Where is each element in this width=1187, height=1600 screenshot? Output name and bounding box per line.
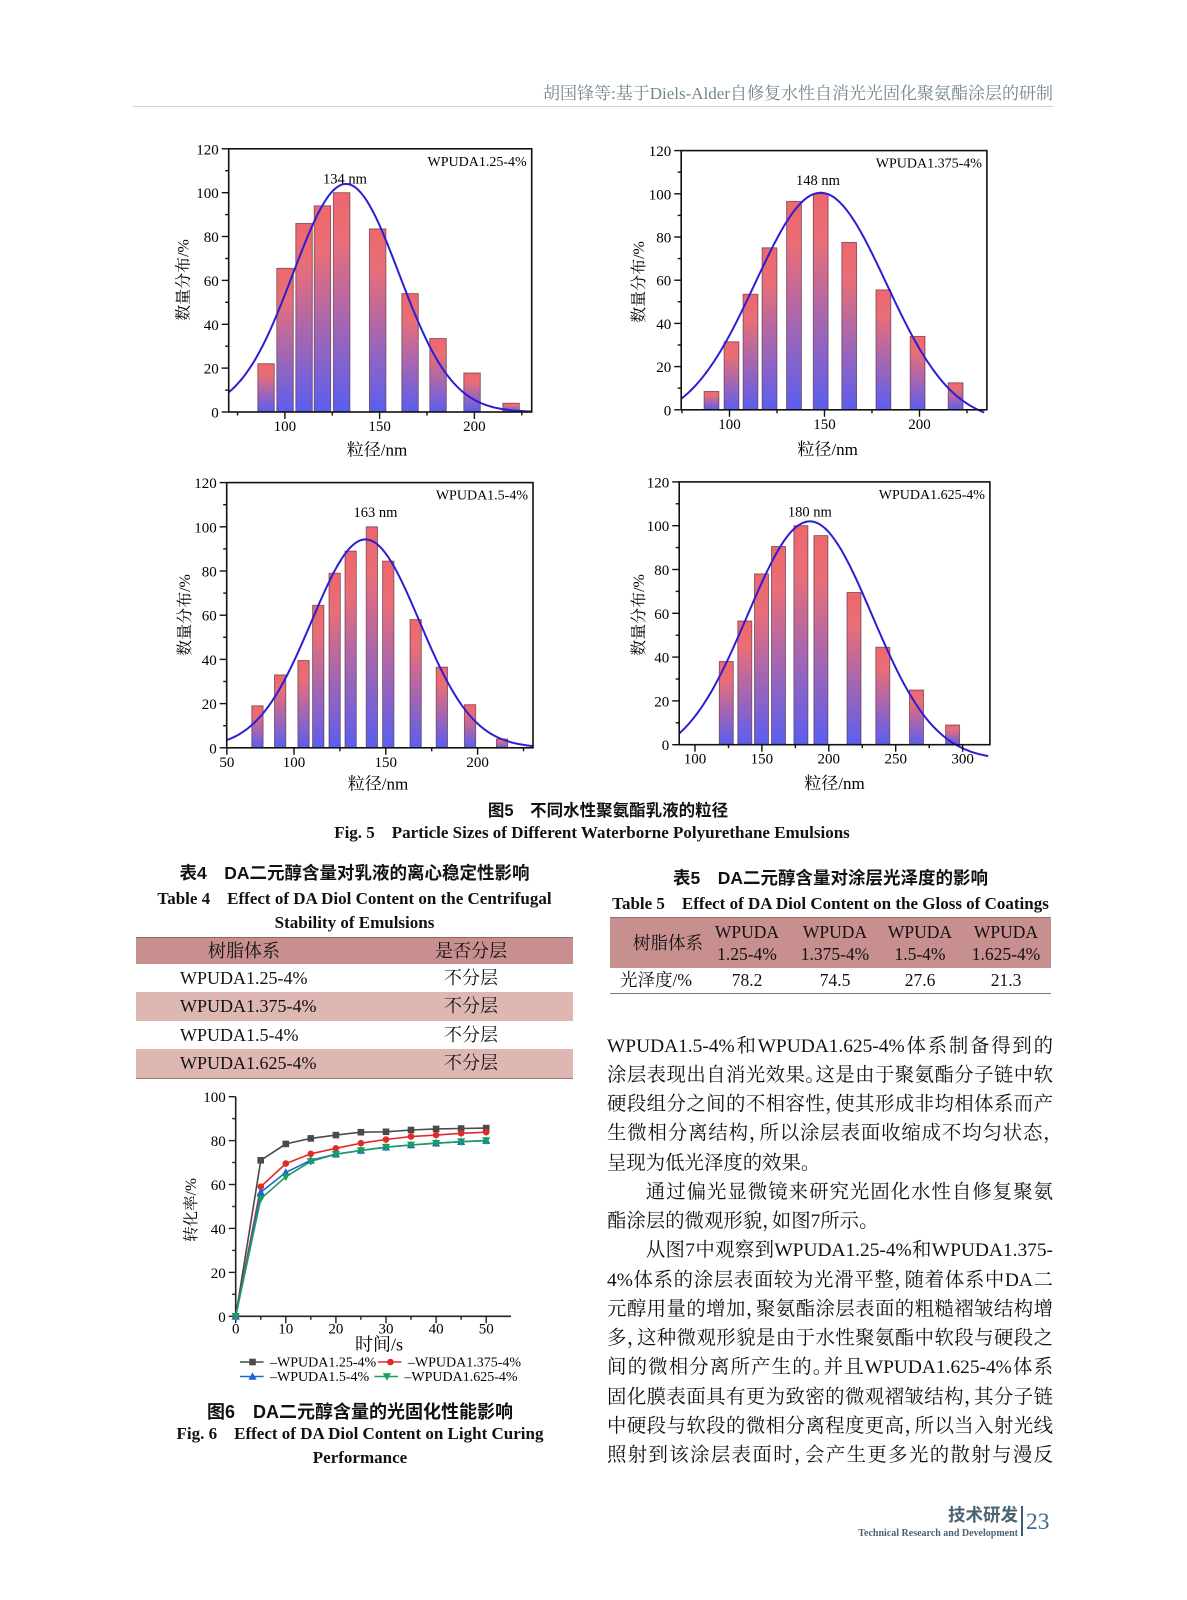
svg-text:60: 60 — [211, 1178, 226, 1194]
svg-text:120: 120 — [647, 475, 670, 491]
svg-text:40: 40 — [654, 651, 669, 667]
svg-text:–WPUDA1.25-4%: –WPUDA1.25-4% — [269, 1356, 376, 1371]
svg-text:80: 80 — [211, 1134, 226, 1150]
svg-text:150: 150 — [375, 755, 398, 771]
svg-text:100: 100 — [649, 187, 672, 203]
svg-text:200: 200 — [463, 419, 486, 435]
svg-text:100: 100 — [718, 417, 741, 433]
svg-text:0: 0 — [664, 403, 672, 419]
svg-text:50: 50 — [219, 755, 234, 771]
svg-text:40: 40 — [429, 1322, 444, 1338]
svg-text:80: 80 — [204, 230, 219, 246]
svg-text:WPUDA1.25-4%: WPUDA1.25-4% — [428, 155, 527, 170]
svg-text:80: 80 — [202, 565, 217, 581]
svg-text:200: 200 — [908, 417, 931, 433]
svg-text:20: 20 — [328, 1322, 343, 1338]
svg-text:WPUDA1.375-4%: WPUDA1.375-4% — [876, 157, 982, 172]
svg-text:时间/s: 时间/s — [355, 1335, 403, 1355]
svg-text:0: 0 — [218, 1310, 226, 1326]
svg-text:30: 30 — [379, 1322, 394, 1338]
svg-text:–WPUDA1.5-4%: –WPUDA1.5-4% — [269, 1370, 369, 1385]
svg-text:150: 150 — [813, 417, 836, 433]
svg-text:20: 20 — [204, 362, 219, 378]
svg-text:20: 20 — [654, 694, 669, 710]
svg-text:粒径/nm: 粒径/nm — [797, 440, 857, 459]
svg-text:300: 300 — [951, 752, 974, 768]
svg-text:148 nm: 148 nm — [796, 173, 841, 189]
svg-text:WPUDA1.625-4%: WPUDA1.625-4% — [879, 488, 985, 503]
svg-text:100: 100 — [274, 419, 297, 435]
svg-text:20: 20 — [656, 360, 671, 376]
svg-text:10: 10 — [278, 1322, 293, 1338]
svg-text:80: 80 — [654, 563, 669, 579]
svg-text:200: 200 — [466, 755, 489, 771]
svg-text:150: 150 — [368, 419, 391, 435]
svg-text:100: 100 — [194, 520, 217, 536]
svg-text:数量分布/%: 数量分布/% — [176, 574, 194, 656]
svg-text:180 nm: 180 nm — [788, 504, 833, 520]
svg-text:转化率/%: 转化率/% — [182, 1178, 200, 1242]
svg-text:0: 0 — [662, 738, 670, 754]
svg-text:粒径/nm: 粒径/nm — [347, 441, 407, 460]
svg-text:60: 60 — [202, 609, 217, 625]
svg-text:60: 60 — [654, 607, 669, 623]
svg-text:100: 100 — [684, 752, 707, 768]
svg-text:150: 150 — [751, 752, 774, 768]
svg-text:粒径/nm: 粒径/nm — [348, 775, 408, 794]
svg-text:数量分布/%: 数量分布/% — [175, 239, 193, 321]
svg-text:0: 0 — [209, 741, 217, 757]
svg-text:0: 0 — [232, 1322, 240, 1338]
svg-text:粒径/nm: 粒径/nm — [804, 774, 864, 793]
svg-text:–WPUDA1.625-4%: –WPUDA1.625-4% — [403, 1370, 517, 1385]
svg-text:100: 100 — [196, 186, 219, 202]
svg-text:0: 0 — [211, 406, 219, 422]
svg-text:80: 80 — [656, 231, 671, 247]
svg-text:120: 120 — [196, 142, 219, 158]
svg-text:40: 40 — [202, 653, 217, 669]
svg-text:250: 250 — [884, 752, 907, 768]
svg-text:200: 200 — [818, 752, 841, 768]
svg-text:20: 20 — [211, 1266, 226, 1282]
svg-text:60: 60 — [204, 274, 219, 290]
svg-text:20: 20 — [202, 697, 217, 713]
svg-text:40: 40 — [211, 1222, 226, 1238]
svg-text:163 nm: 163 nm — [354, 505, 399, 521]
svg-text:120: 120 — [194, 476, 217, 492]
svg-text:40: 40 — [204, 318, 219, 334]
svg-text:134 nm: 134 nm — [323, 171, 368, 187]
svg-text:100: 100 — [283, 755, 306, 771]
svg-text:数量分布/%: 数量分布/% — [630, 574, 648, 656]
svg-text:60: 60 — [656, 274, 671, 290]
svg-text:50: 50 — [479, 1322, 494, 1338]
svg-text:40: 40 — [656, 317, 671, 333]
svg-text:100: 100 — [647, 519, 670, 535]
svg-text:数量分布/%: 数量分布/% — [630, 241, 648, 323]
svg-text:100: 100 — [203, 1090, 226, 1106]
svg-text:120: 120 — [649, 144, 672, 160]
svg-text:–WPUDA1.375-4%: –WPUDA1.375-4% — [407, 1356, 521, 1371]
svg-text:WPUDA1.5-4%: WPUDA1.5-4% — [436, 489, 528, 504]
